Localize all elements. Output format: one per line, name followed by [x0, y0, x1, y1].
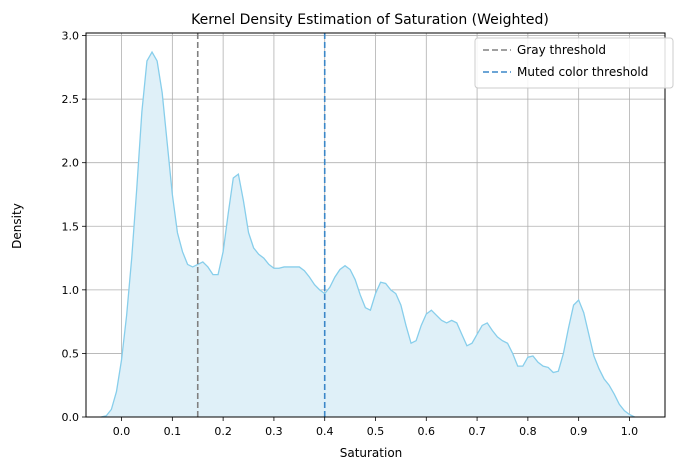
x-tick-label: 0.3	[265, 425, 283, 438]
legend-muted-label: Muted color threshold	[517, 65, 648, 79]
y-tick-label: 0.0	[62, 411, 80, 424]
legend: Gray threshold Muted color threshold	[474, 37, 674, 89]
x-tick-label: 1.0	[621, 425, 639, 438]
x-tick-label: 0.6	[418, 425, 436, 438]
x-tick-label: 0.0	[113, 425, 131, 438]
threshold-lines	[196, 33, 326, 417]
y-tick-label: 1.0	[62, 284, 80, 297]
kde-fill	[101, 52, 635, 417]
x-tick-label: 0.9	[570, 425, 588, 438]
y-tick-label: 1.5	[62, 220, 80, 233]
y-tick-label: 0.5	[62, 347, 80, 360]
kde-area	[101, 50, 635, 418]
x-tick-label: 0.7	[468, 425, 486, 438]
y-tick-label: 2.5	[62, 93, 80, 106]
legend-box	[474, 37, 674, 89]
chart-title: Kernel Density Estimation of Saturation …	[191, 12, 549, 28]
x-tick-label: 0.4	[316, 425, 334, 438]
y-tick-label: 2.0	[62, 157, 80, 170]
x-tick-label: 0.1	[164, 425, 182, 438]
x-tick-label: 0.2	[214, 425, 232, 438]
x-axis-label: Saturation	[340, 446, 403, 460]
x-tick-label: 0.8	[519, 425, 537, 438]
plot-frame	[85, 32, 666, 418]
x-tick-label: 0.5	[367, 425, 385, 438]
axes: 0.0 0.1 0.2 0.3 0.4 0.5 0.6 0.7 0.8 0.9 1.0 0.0 0.5 1…	[62, 30, 666, 438]
y-tick-label: 3.0	[62, 30, 80, 43]
legend-gray-label: Gray threshold	[517, 43, 606, 57]
y-axis-label: Density	[10, 203, 24, 249]
kde-line	[101, 50, 635, 418]
